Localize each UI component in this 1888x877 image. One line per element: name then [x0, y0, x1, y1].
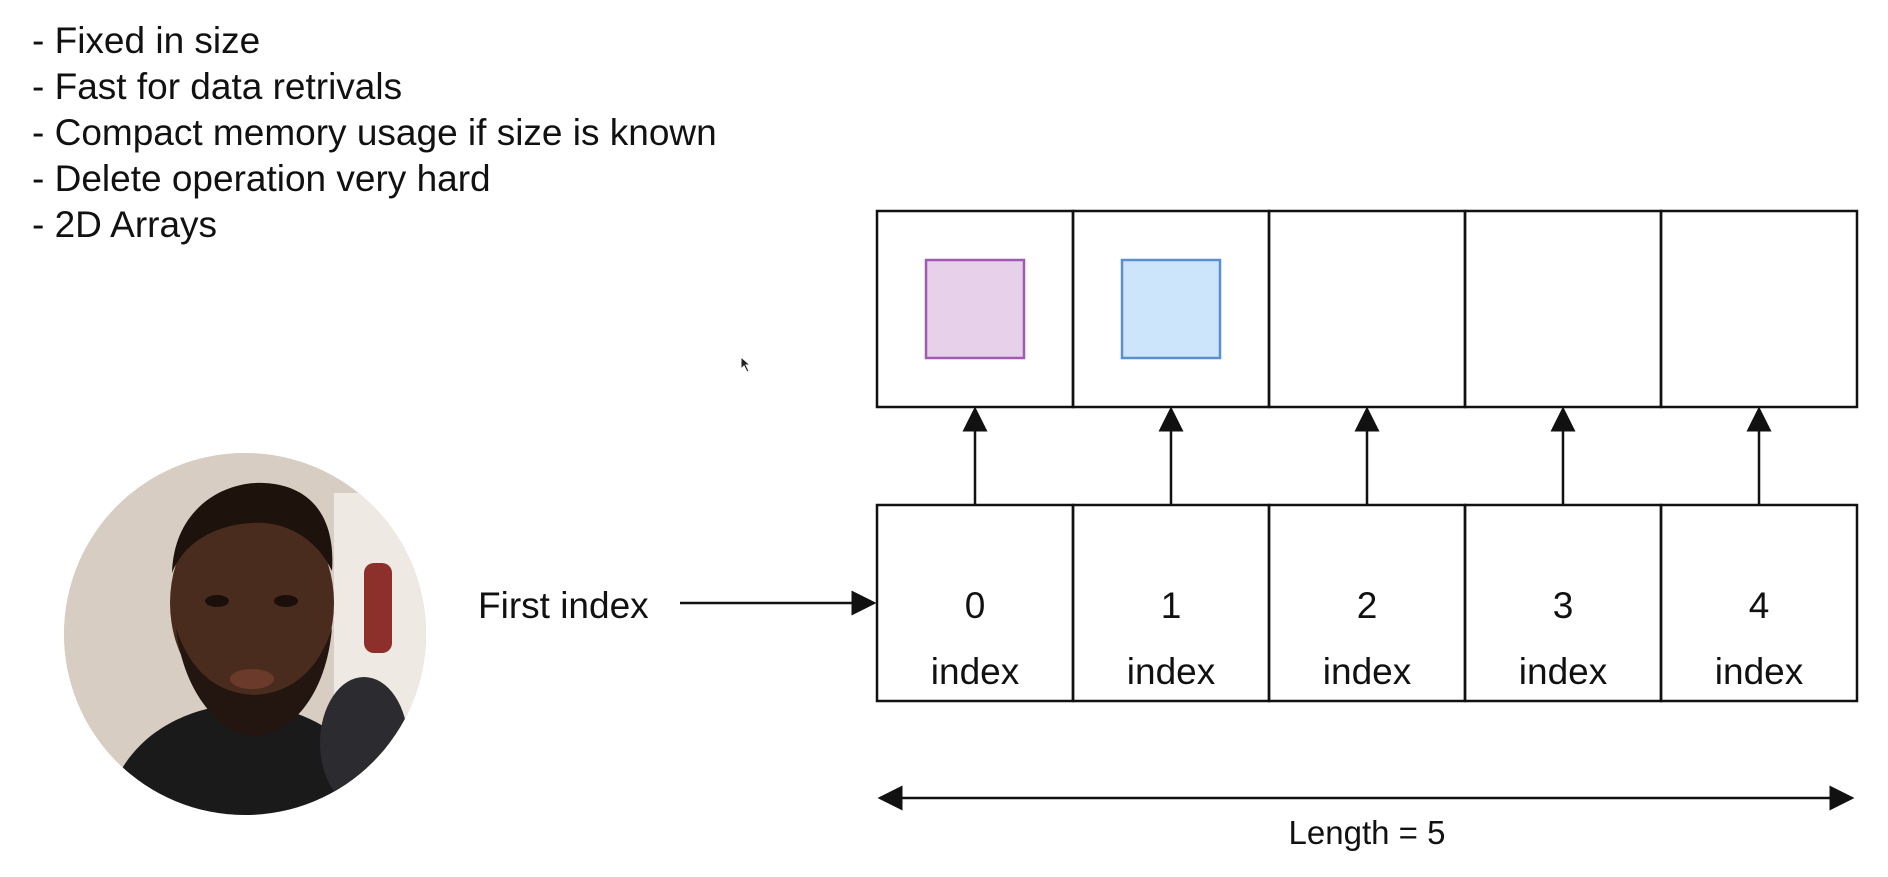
- presenter-avatar: [64, 453, 426, 815]
- presenter-avatar-illustration: [64, 453, 426, 815]
- index-label-1: index: [1127, 651, 1216, 692]
- mouse-cursor-icon: [740, 356, 752, 373]
- index-number-4: 4: [1749, 585, 1770, 626]
- first-index-pointer: First index: [478, 585, 877, 626]
- memory-cell-2: [1267, 209, 1467, 409]
- first-index-label: First index: [478, 585, 649, 626]
- index-number-2: 2: [1357, 585, 1378, 626]
- index-label-3: index: [1519, 651, 1608, 692]
- index-number-1: 1: [1161, 585, 1182, 626]
- index-number-0: 0: [965, 585, 986, 626]
- length-dimension: Length = 5: [877, 785, 1855, 851]
- index-label-0: index: [931, 651, 1020, 692]
- index-cells-row: 0 1 2 3 4 index index index index index: [875, 503, 1859, 703]
- feature-item-compact-memory: - Compact memory usage if size is known: [32, 112, 717, 153]
- memory-cell-3: [1463, 209, 1663, 409]
- index-label-4: index: [1715, 651, 1804, 692]
- feature-item-delete-hard: - Delete operation very hard: [32, 158, 491, 199]
- stored-values: [924, 258, 1222, 360]
- feature-list: - Fixed in size - Fast for data retrival…: [32, 18, 717, 248]
- index-number-3: 3: [1553, 585, 1574, 626]
- pointer-arrows: [962, 406, 1772, 505]
- feature-item-fast-retrieval: - Fast for data retrivals: [32, 66, 403, 107]
- index-label-2: index: [1323, 651, 1412, 692]
- index-cell-4: [1659, 503, 1859, 703]
- memory-cell-4: [1659, 209, 1859, 409]
- stored-value-0: [924, 258, 1026, 360]
- feature-item-fixed-size: - Fixed in size: [32, 20, 261, 61]
- length-label: Length = 5: [1289, 814, 1446, 851]
- feature-item-2d-arrays: - 2D Arrays: [32, 204, 218, 245]
- stored-value-1: [1120, 258, 1222, 360]
